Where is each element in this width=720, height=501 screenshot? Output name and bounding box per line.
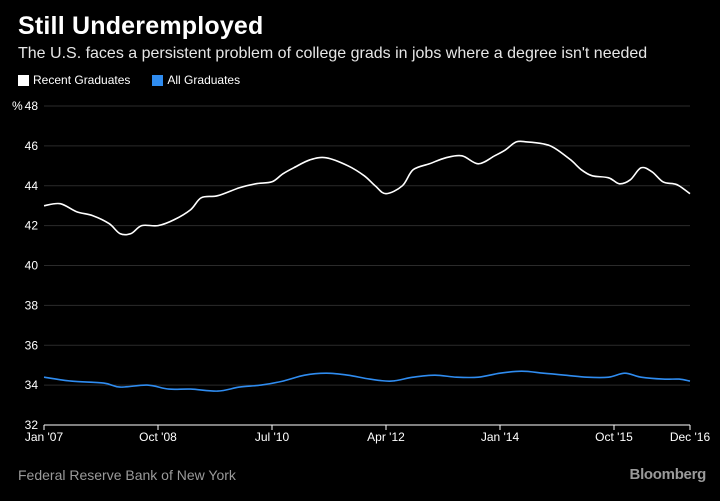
legend: Recent Graduates All Graduates <box>18 73 240 87</box>
x-tick-label: Oct '08 <box>139 430 177 444</box>
legend-label-all: All Graduates <box>167 73 241 87</box>
y-tick-label: 44 <box>25 179 39 193</box>
series-line-all-graduates <box>43 370 691 392</box>
x-tick-label: Apr '12 <box>367 430 405 444</box>
y-tick-label: 32 <box>25 418 39 432</box>
x-tick-label: Oct '15 <box>595 430 633 444</box>
y-tick-label: 40 <box>25 259 39 273</box>
y-tick-label: 48 <box>25 99 39 113</box>
x-axis: Jan '07 Oct '08 Jul '10 Apr '12 Jan '14 Oct '… <box>25 424 711 444</box>
x-tick-label: Dec '16 <box>670 430 711 444</box>
legend-item-recent: Recent Graduates <box>18 73 130 87</box>
y-axis: 32 34 36 38 40 42 44 46 48% <box>12 99 38 432</box>
y-tick-label: 46 <box>25 139 39 153</box>
source-note: Federal Reserve Bank of New York <box>18 467 236 483</box>
y-tick-label: 34 <box>25 378 39 392</box>
legend-label-recent: Recent Graduates <box>33 73 131 87</box>
grid-lines <box>44 105 690 386</box>
x-tick-label: Jan '07 <box>25 430 64 444</box>
series-line-recent-graduates <box>43 140 691 236</box>
bloomberg-logo: Bloomberg <box>629 466 707 483</box>
legend-item-all: All Graduates <box>152 73 240 87</box>
legend-swatch-recent <box>18 74 29 86</box>
chart-title: Still Underemployed <box>18 12 264 40</box>
y-tick-label: 42 <box>25 219 39 233</box>
legend-swatch-all <box>152 74 164 86</box>
y-tick-label: 36 <box>25 338 39 352</box>
x-tick-label: Jul '10 <box>255 430 290 444</box>
chart-subtitle: The U.S. faces a persistent problem of c… <box>18 45 648 62</box>
y-tick-label: 38 <box>25 298 39 312</box>
x-tick-label: Jan '14 <box>481 430 520 444</box>
y-axis-unit: % <box>12 99 23 113</box>
series-lines <box>43 140 691 392</box>
